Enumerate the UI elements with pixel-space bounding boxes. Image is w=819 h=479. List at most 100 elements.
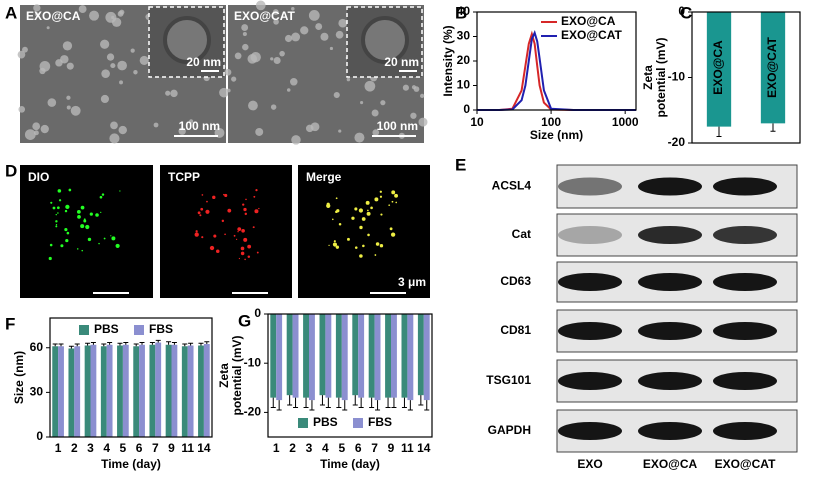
vesicle [411, 85, 417, 90]
particle [209, 245, 215, 251]
vesicle [290, 78, 298, 86]
bar [286, 314, 293, 396]
bar [401, 314, 408, 398]
legend-key [353, 418, 363, 428]
vesicle [139, 55, 149, 65]
particle [195, 230, 198, 233]
bar [181, 346, 188, 437]
particle [374, 254, 377, 256]
error-bar [401, 397, 407, 408]
vesicle [291, 135, 301, 145]
panel-letter: C [680, 3, 692, 22]
particle [379, 244, 384, 248]
x-tick-label: 4 [322, 441, 329, 455]
particle [253, 195, 256, 198]
particle [197, 211, 201, 215]
vesicle [329, 46, 334, 51]
blot-row [556, 164, 798, 209]
error-bar [90, 342, 96, 345]
blot-band [713, 322, 777, 340]
bar [165, 344, 172, 437]
fluorescence-background [160, 165, 292, 298]
vesicle [178, 127, 186, 135]
bar [90, 344, 97, 437]
particle [370, 206, 373, 210]
vesicle [40, 124, 49, 134]
y-tick-label: -20 [244, 405, 262, 419]
x-tick-label: 9 [388, 441, 395, 455]
vesicle [286, 88, 291, 92]
blot-band [558, 422, 622, 440]
bar [760, 12, 786, 124]
y-tick-label: 40 [457, 4, 471, 18]
error-bar [123, 342, 129, 345]
tem-image [17, 4, 229, 144]
particle [247, 244, 252, 249]
particle [76, 209, 81, 214]
particle [338, 222, 342, 226]
error-bar [287, 395, 293, 406]
fluorescence-image [160, 165, 292, 298]
particle [379, 195, 383, 198]
x-tick-label: 6 [136, 441, 143, 455]
vesicle [308, 10, 320, 21]
error-bar [418, 395, 424, 406]
x-tick-label: 11 [401, 441, 414, 455]
error-bar [74, 343, 80, 347]
particle [375, 242, 380, 246]
bar [319, 314, 326, 396]
particle [391, 200, 394, 203]
vesicle [273, 56, 281, 65]
vesicle [420, 93, 425, 99]
error-bar [342, 400, 348, 411]
plot-frame [476, 11, 637, 111]
particle [213, 234, 217, 238]
error-bar [182, 343, 188, 347]
y-axis-label: Zeta [641, 65, 655, 90]
particle [224, 193, 228, 198]
vesicle [62, 41, 73, 51]
particle [64, 209, 68, 213]
error-bar [166, 341, 172, 345]
x-tick-label: 1000 [612, 115, 639, 129]
blot-band [638, 273, 702, 291]
particle [258, 207, 260, 210]
plot-frame [267, 313, 433, 438]
vesicle [47, 98, 57, 107]
particle [57, 212, 59, 214]
vesicle [255, 0, 266, 11]
particle [95, 213, 99, 217]
particle [66, 231, 70, 235]
vesicle [117, 60, 127, 71]
vesicle [371, 109, 379, 117]
y-tick-label: 10 [457, 78, 471, 92]
bar [117, 345, 123, 437]
vesicle [110, 121, 118, 130]
blot-row-label: Cat [512, 227, 531, 241]
particle [237, 227, 242, 232]
error-bar [171, 342, 177, 345]
vesicle [226, 88, 231, 93]
blot-row [556, 309, 798, 353]
bar [133, 346, 140, 437]
bar [270, 314, 277, 398]
error-bar [336, 397, 342, 408]
y-tick-label: 20 [457, 53, 471, 67]
legend-label: FBS [149, 322, 173, 336]
bar [706, 12, 732, 127]
particle [56, 206, 60, 210]
tem-image [224, 0, 428, 145]
particle [354, 246, 358, 249]
vesicle [291, 32, 301, 42]
y-tick-label: 0 [36, 429, 43, 443]
error-bar [139, 342, 145, 345]
panel-letter: F [5, 314, 15, 333]
error-bar [101, 343, 107, 347]
blot-band [558, 273, 622, 291]
particle [333, 240, 336, 243]
vesicle [33, 4, 41, 12]
fluorescence-image [20, 165, 153, 298]
particle [99, 195, 103, 199]
particle [328, 244, 330, 247]
bar [358, 314, 365, 398]
